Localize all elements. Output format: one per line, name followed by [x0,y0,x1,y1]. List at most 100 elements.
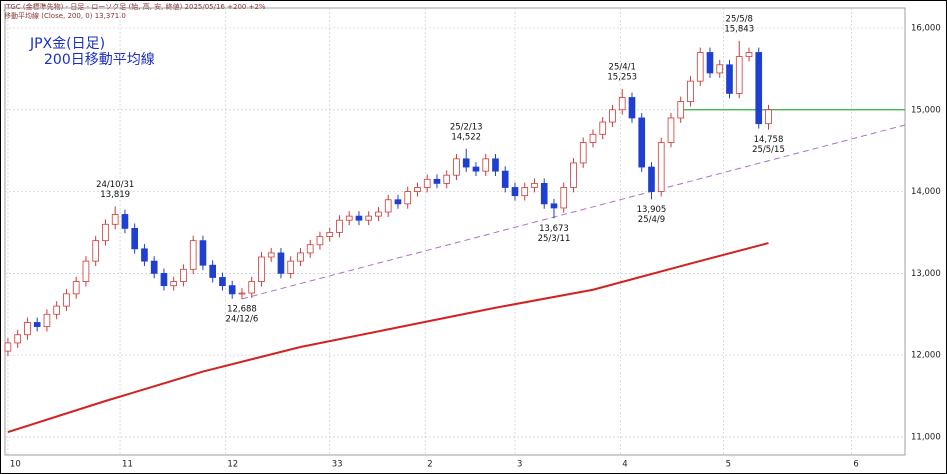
candle-body [297,252,304,262]
header-line: 移動平均線 (Close, 200, 0) 13,371.0 [4,11,126,20]
annotation: 25/3/11 [538,234,571,244]
candle-body [687,80,694,102]
candle-body [111,214,119,225]
candle-body [33,322,41,327]
annotation: 14,522 [451,132,481,142]
y-tick-label: 13,000 [911,269,941,279]
y-tick-label: 14,000 [911,187,941,197]
candle-body [43,313,51,327]
candle-body [53,305,61,315]
chart-title: JPX金(日足) [29,36,105,52]
candle-body [219,277,226,287]
trend-line [241,124,906,300]
candle-body [453,158,460,176]
candle-body [531,182,538,188]
candle-body [482,158,490,172]
candle-body [24,322,31,336]
annotation: 25/4/9 [638,215,665,225]
candle-body [560,187,568,209]
candle-body [501,170,509,188]
candle-body [599,121,607,135]
candle-body [189,240,197,270]
y-tick-label: 16,000 [911,23,941,33]
annotation: 15,843 [724,24,754,34]
candle-body [677,101,685,119]
candle-body [394,199,402,205]
candle-body [696,52,704,82]
candle-body [521,187,529,197]
candle-body [121,214,129,229]
x-tick-label: 4 [622,460,627,470]
candle-body [180,268,187,282]
x-tick-label: 12 [227,460,238,470]
candle-body [248,281,256,294]
candle-body [258,256,265,282]
candle-body [492,158,499,172]
candle-body [667,117,675,143]
annotation: 13,819 [100,190,130,200]
y-tick-label: 11,000 [911,433,941,443]
y-tick-label: 15,000 [911,105,941,115]
moving-average [7,242,769,434]
annotation: 15,253 [607,73,637,83]
candle-body [63,293,70,307]
candle-body [609,109,616,123]
annotation: 25/4/1 [609,63,636,73]
candle-body [579,142,587,164]
chart-subtitle: 200日移動平均線 [44,52,155,68]
x-tick-label: 33 [332,460,343,470]
candle-body [589,133,597,143]
candle-body [618,97,626,111]
candle-body [423,178,431,188]
candle-body [648,166,655,192]
candle-body [365,215,373,221]
candle-body [462,158,470,168]
candle-body [443,174,451,184]
x-tick-label: 3 [517,460,522,470]
annotation: 14,758 [754,135,784,145]
candle-body [726,64,733,94]
candle-body [102,223,109,242]
candle-body [755,52,763,125]
candle-body [336,219,343,233]
x-tick-label: 11 [122,460,133,470]
candle-body [384,199,392,213]
annotation: 25/2/13 [450,122,483,132]
annotation: 13,905 [637,205,667,215]
candle-body [735,56,743,94]
candle-body [345,215,353,221]
candle-body [355,215,363,221]
candle-body [150,260,158,274]
candle-body [277,252,285,274]
candle-body [540,182,548,205]
header-line: JTGC (金標準先物) - 日足 - ローソク足 (始, 高, 安, 終値) … [3,2,266,11]
candle-body [170,281,178,287]
candle-body [228,285,236,295]
candle-body [638,117,646,168]
candle-body [238,292,246,295]
candle-body [433,178,441,184]
candle-body [82,260,90,282]
candle-body [716,64,724,74]
candle-body [570,162,577,188]
x-tick-label: 2 [427,460,432,470]
annotation: 13,673 [539,224,569,234]
x-tick-label: 10 [10,460,21,470]
candle-body [375,211,382,217]
candle-body [472,166,480,172]
candle-body [131,227,139,250]
candle-body [72,281,80,295]
plot-area [4,7,906,456]
candle-body [267,252,275,258]
candle-body [765,109,772,125]
candle-body [160,272,168,287]
candle-body [287,260,295,274]
x-tick-label: 6 [853,460,858,470]
candle-body [141,248,148,262]
annotation: 25/5/8 [726,14,753,24]
x-tick-label: 5 [726,460,731,470]
candle-body [199,240,207,266]
candle-body [550,203,558,209]
annotation: 25/5/15 [752,145,785,155]
